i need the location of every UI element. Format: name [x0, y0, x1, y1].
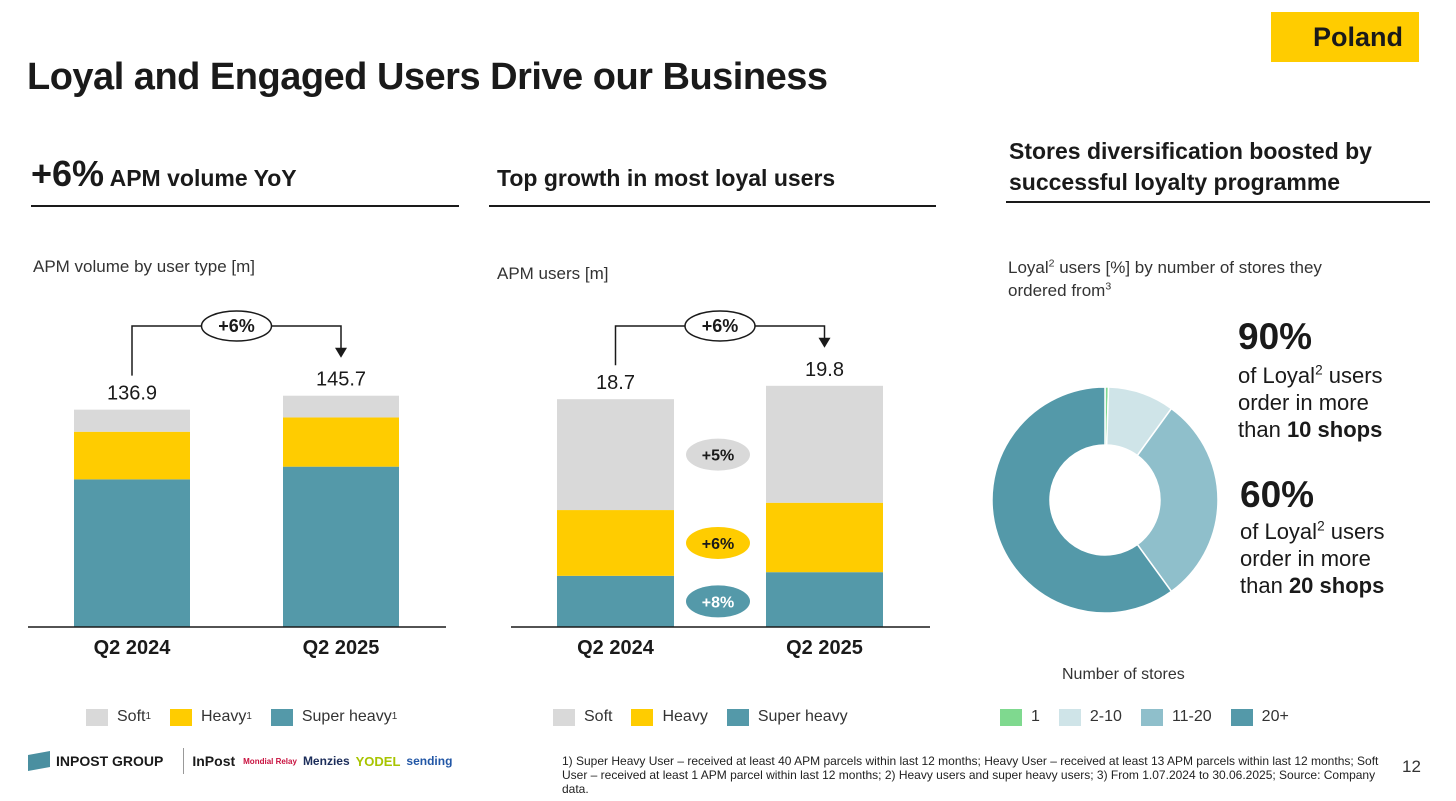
stores-donut-chart [991, 386, 1219, 614]
legend-stores-2-10: 2-10 [1058, 708, 1122, 726]
region-badge: Poland [1271, 12, 1419, 62]
inpost-group-logo-icon [28, 751, 50, 771]
segment-growth-label: +8% [702, 594, 734, 611]
bar-total-label: 145.7 [316, 369, 366, 391]
legend-stores-1: 1 [1000, 708, 1040, 726]
page-title: Loyal and Engaged Users Drive our Busine… [27, 56, 828, 98]
bar-segment [557, 575, 674, 627]
apm-users-chart: 18.7 Q2 2024 19.8 Q2 2025 +6% +8% +6% +5% [511, 310, 930, 659]
bar-segment [74, 409, 190, 432]
page-number: 12 [1402, 757, 1421, 776]
category-label: Q2 2025 [786, 637, 863, 659]
kpi-90-value: 90% [1238, 316, 1313, 357]
legend-soft: Soft 1 [86, 708, 151, 726]
users-chart-legend: Soft Heavy Super heavy [553, 708, 867, 726]
segment-growth-badge [686, 526, 750, 559]
category-label: Q2 2024 [577, 637, 655, 659]
legend-soft: Soft [553, 708, 612, 726]
left-section-title: APM volume YoY [109, 165, 297, 191]
bar-segment [766, 502, 883, 573]
kpi-60-value: 60% [1240, 474, 1315, 515]
segment-growth-badge [686, 438, 750, 471]
segment-growth-badge [686, 585, 750, 618]
left-chart-subtitle: APM volume by user type [m] [33, 257, 256, 276]
right-section-rule [1006, 201, 1430, 203]
bar-segment [283, 466, 399, 627]
growth-badge-label: +6% [702, 316, 739, 336]
volume-chart-legend: Soft 1 Heavy 1 Super heavy 1 [86, 708, 416, 726]
legend-stores-20-plus: 20+ [1230, 708, 1289, 726]
bar-segment [283, 417, 399, 467]
menzies-logo: Menzies [302, 754, 350, 768]
legend-heavy: Heavy 1 [169, 708, 252, 726]
sending-logo: sending [406, 754, 453, 768]
inpost-group-logo: INPOST GROUP [56, 753, 164, 769]
kpi-90-text: of Loyal2 users order in more than 10 sh… [1238, 362, 1383, 442]
bar-segment [766, 385, 883, 503]
stores-legend: 1 2-10 11-20 20+ [1000, 708, 1308, 726]
apm-volume-chart: 136.9 Q2 2024 145.7 Q2 2025 +6% [28, 310, 446, 659]
category-label: Q2 2024 [94, 637, 172, 659]
bar-total-label: 19.8 [805, 359, 844, 381]
middle-chart-subtitle: APM users [m] [497, 264, 609, 283]
right-title-line1: Stores diversification boosted by [1009, 138, 1372, 164]
arrow-head-icon [335, 347, 347, 358]
middle-section-title: Top growth in most loyal users [497, 165, 836, 191]
region-label: Poland [1312, 21, 1403, 52]
legend-stores-11-20: 11-20 [1140, 708, 1212, 726]
bar-segment [557, 399, 674, 511]
left-section-heading: +6% APM volume YoY [31, 156, 297, 194]
bar-segment [283, 395, 399, 418]
footer-logos: INPOST GROUP InPost Mondial Relay Menzie… [28, 748, 452, 774]
category-label: Q2 2025 [303, 637, 380, 659]
right-chart-subtitle: Loyal2 users [%] by number of stores the… [1008, 257, 1322, 300]
arrow-head-icon [818, 337, 831, 348]
bar-total-label: 18.7 [596, 372, 635, 394]
bar-segment [766, 572, 883, 627]
footnote: 1) Super Heavy User – received at least … [562, 754, 1379, 796]
middle-section-rule [489, 205, 936, 207]
segment-growth-label: +6% [702, 536, 734, 553]
growth-badge-label: +6% [218, 316, 255, 336]
legend-heavy: Heavy [631, 708, 708, 726]
donut-slice [1136, 407, 1219, 593]
volume-growth-value: +6% [31, 153, 105, 194]
right-title-line2: successful loyalty programme [1009, 169, 1341, 195]
kpi-60-text: of Loyal2 users order in more than 20 sh… [1240, 518, 1385, 598]
segment-growth-label: +5% [702, 448, 734, 465]
donut-slice [991, 386, 1173, 614]
legend-super-heavy: Super heavy [726, 708, 848, 726]
bar-total-label: 136.9 [107, 383, 157, 405]
yodel-logo: YODEL [355, 753, 401, 769]
growth-badge [684, 310, 756, 342]
legend-super-heavy: Super heavy 1 [270, 708, 397, 726]
logo-divider [183, 748, 185, 774]
bar-segment [557, 510, 674, 576]
right-section-title: Stores diversification boosted by succes… [1009, 136, 1372, 198]
growth-badge [200, 310, 273, 342]
mondial-relay-logo: Mondial Relay [243, 756, 297, 766]
left-section-rule [31, 205, 459, 207]
bar-segment [74, 431, 190, 480]
inpost-logo: InPost [192, 753, 236, 769]
bar-segment [74, 479, 190, 627]
stores-legend-title: Number of stores [1062, 666, 1185, 683]
